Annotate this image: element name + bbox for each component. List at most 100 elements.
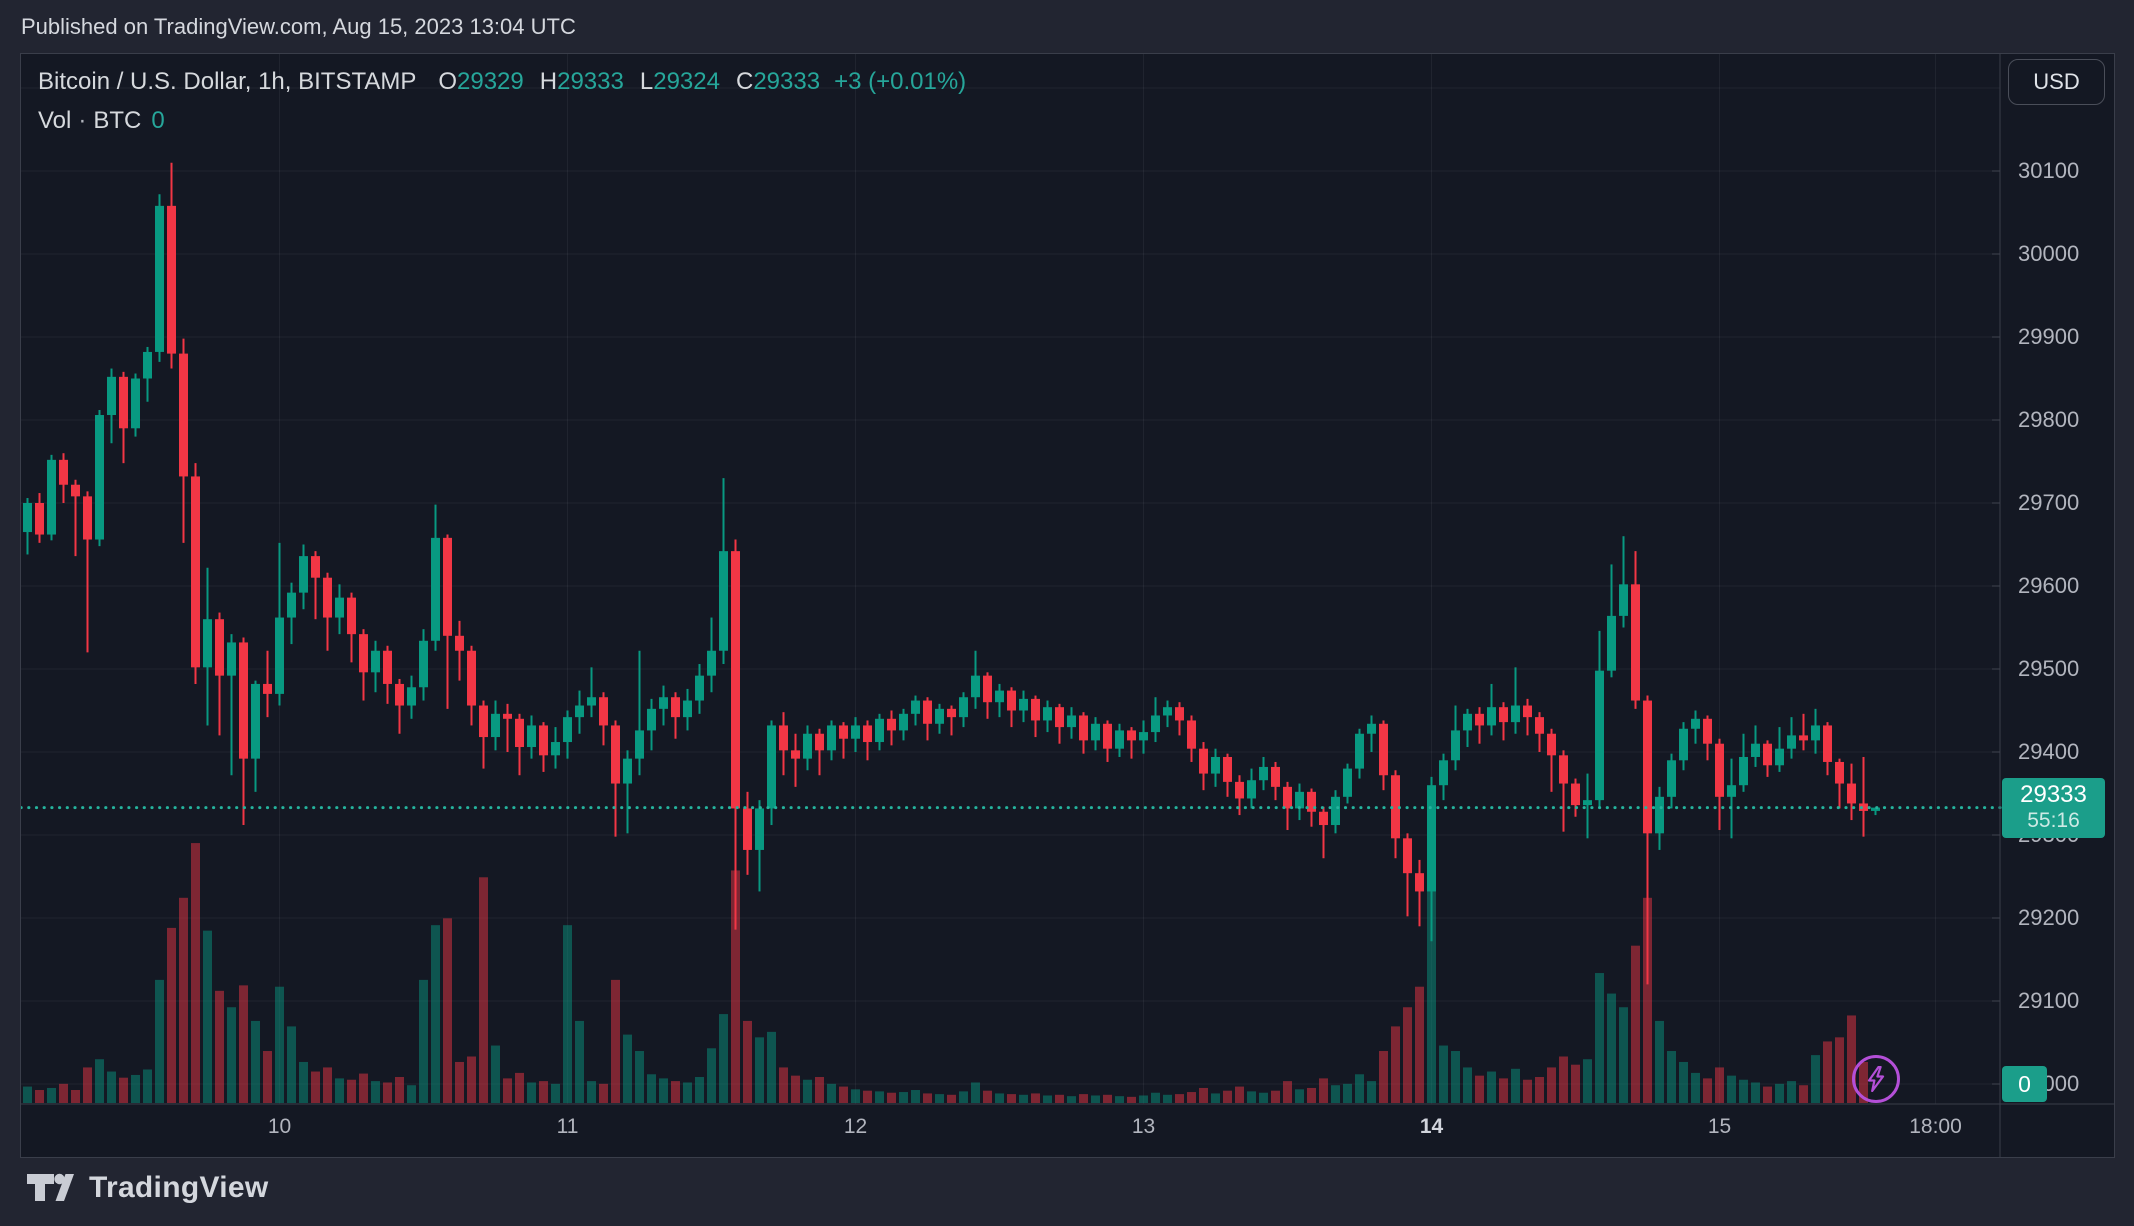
candle <box>1031 695 1040 738</box>
candle <box>563 710 572 759</box>
volume-bar <box>215 990 224 1103</box>
candle <box>179 338 188 543</box>
volume-bar <box>803 1079 812 1103</box>
candle <box>647 698 656 751</box>
volume-bar <box>1463 1067 1472 1103</box>
volume-bar <box>167 927 176 1103</box>
volume-bar <box>839 1086 848 1103</box>
candle <box>1487 683 1496 736</box>
candle <box>1391 770 1400 859</box>
candle <box>515 713 524 776</box>
volume-bar <box>1331 1085 1340 1103</box>
volume-bar <box>1007 1094 1016 1103</box>
volume-bar <box>539 1081 548 1103</box>
candle <box>695 664 704 714</box>
vol-value: 0 <box>151 107 165 134</box>
volume-bar <box>1271 1090 1280 1103</box>
candle <box>1679 722 1688 771</box>
candle <box>1499 702 1508 741</box>
chart-canvas[interactable] <box>21 54 2114 1157</box>
candle <box>527 715 536 759</box>
volume-bar <box>23 1086 32 1103</box>
candle <box>539 722 548 772</box>
instant-trading-button[interactable] <box>1852 1055 1900 1103</box>
time-axis[interactable] <box>21 1105 2114 1157</box>
candle <box>1811 708 1820 754</box>
candle <box>239 637 248 826</box>
volume-bar <box>299 1061 308 1103</box>
candle <box>887 710 896 746</box>
candle <box>1847 763 1856 821</box>
volume-bar <box>119 1077 128 1103</box>
volume-bar <box>155 979 164 1103</box>
candle <box>155 194 164 362</box>
candle <box>359 629 368 701</box>
currency-toggle-button[interactable]: USD <box>2008 59 2105 105</box>
ohlc-open: O29329 <box>438 68 524 95</box>
candle <box>263 650 272 718</box>
candle <box>1055 703 1064 744</box>
candle <box>1067 707 1076 739</box>
candle <box>1283 781 1292 831</box>
candle <box>59 453 68 503</box>
volume-bar <box>383 1082 392 1103</box>
volume-bar <box>1583 1059 1592 1103</box>
volume-bar <box>95 1059 104 1103</box>
volume-bar <box>827 1083 836 1103</box>
volume-bar <box>431 925 440 1103</box>
brand-name[interactable]: TradingView <box>89 1171 269 1204</box>
candle <box>251 680 260 792</box>
candle <box>1175 702 1184 736</box>
candle-countdown: 55:16 <box>2027 808 2080 832</box>
volume-bar <box>983 1090 992 1103</box>
volume-bar <box>71 1090 80 1103</box>
candle <box>767 720 776 826</box>
ohlc-low: L29324 <box>639 68 720 95</box>
candle <box>491 700 500 751</box>
candle <box>1655 786 1664 850</box>
candle <box>287 582 296 645</box>
candle <box>299 544 308 610</box>
volume-bar <box>83 1067 92 1103</box>
volume-bar <box>227 1007 236 1103</box>
volume-bar <box>671 1081 680 1103</box>
candle <box>1355 728 1364 779</box>
candle <box>71 479 80 557</box>
candle <box>611 720 620 837</box>
time-axis-label: 13 <box>1131 1115 1156 1138</box>
volume-bar <box>995 1093 1004 1103</box>
price-change: +3 (+0.01%) <box>834 68 967 95</box>
candle <box>899 708 908 741</box>
candle <box>1739 733 1748 792</box>
ohlc-high: H29333 <box>539 68 624 95</box>
tradingview-logo-icon[interactable] <box>26 1171 75 1205</box>
candle <box>1151 697 1160 743</box>
candle <box>35 493 44 543</box>
volume-bar <box>1031 1093 1040 1103</box>
volume-bar <box>683 1082 692 1103</box>
candle <box>923 697 932 741</box>
footer: TradingView <box>26 1171 268 1205</box>
volume-bar <box>503 1078 512 1103</box>
volume-bar <box>1295 1089 1304 1103</box>
candle <box>1379 720 1388 791</box>
volume-bar <box>407 1085 416 1103</box>
last-price-badge: 29333 55:16 <box>2002 777 2105 838</box>
candle <box>1235 775 1244 816</box>
volume-bar <box>743 1020 752 1103</box>
volume-bar <box>179 897 188 1103</box>
volume-bar <box>779 1067 788 1103</box>
candle <box>1271 761 1280 801</box>
volume-bar <box>527 1082 536 1103</box>
volume-bar <box>1847 1015 1856 1103</box>
candle <box>815 728 824 776</box>
candle <box>1787 717 1796 759</box>
symbol-title[interactable]: Bitcoin / U.S. Dollar, 1h, BITSTAMP <box>38 68 417 95</box>
candle <box>1667 753 1676 809</box>
candle <box>1511 667 1520 734</box>
volume-bar <box>1823 1041 1832 1103</box>
volume-bar <box>935 1094 944 1103</box>
volume-bar <box>647 1074 656 1103</box>
volume-bar <box>1043 1095 1052 1103</box>
